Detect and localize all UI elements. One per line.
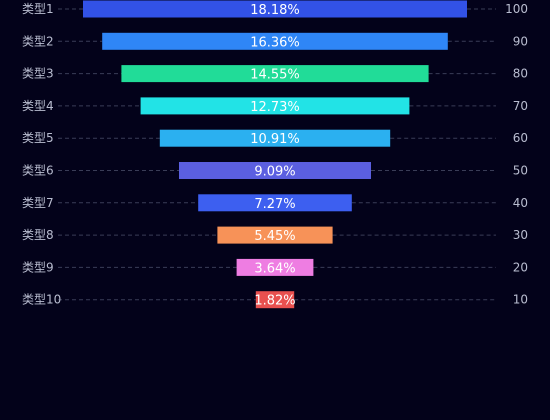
bar-percent-label: 9.09%: [254, 165, 295, 180]
value-label: 20: [513, 260, 528, 274]
funnel-bar: [83, 0, 467, 18]
bar-percent-label: 14.55%: [250, 68, 300, 83]
funnel-bar: [121, 65, 429, 83]
funnel-bar: [198, 194, 352, 212]
bar-percent-label: 3.64%: [254, 261, 295, 276]
funnel-bar: [179, 162, 371, 179]
funnel-bar: [140, 97, 410, 115]
bar-percent-label: 10.91%: [250, 132, 300, 147]
bar-percent-label: 1.82%: [254, 294, 295, 309]
category-label: 类型4: [22, 99, 54, 113]
value-label: 40: [513, 196, 528, 210]
funnel-bar: [236, 258, 314, 276]
value-label: 70: [513, 99, 528, 113]
category-label: 类型2: [22, 34, 54, 48]
category-label: 类型8: [22, 228, 54, 242]
category-label: 类型10: [22, 293, 61, 307]
funnel-bar: [255, 291, 295, 309]
value-label: 100: [505, 2, 528, 16]
funnel-bar: [102, 32, 448, 50]
bar-percent-label: 16.36%: [250, 35, 300, 50]
value-label: 60: [513, 131, 528, 145]
funnel-bar: [217, 226, 333, 244]
bar-percent-label: 18.18%: [250, 3, 300, 18]
category-label: 类型5: [22, 131, 54, 145]
bar-percent-label: 12.73%: [250, 100, 300, 115]
value-label: 90: [513, 34, 528, 48]
category-label: 类型9: [22, 260, 54, 274]
bar-percent-label: 5.45%: [254, 229, 295, 244]
funnel-bar: [159, 129, 391, 147]
category-label: 类型1: [22, 2, 54, 16]
category-label: 类型7: [22, 196, 54, 210]
category-label: 类型3: [22, 67, 54, 81]
value-label: 50: [513, 164, 528, 178]
value-label: 80: [513, 67, 528, 81]
category-label: 类型6: [22, 164, 54, 178]
bar-percent-label: 7.27%: [254, 197, 295, 212]
value-label: 10: [513, 293, 528, 307]
value-label: 30: [513, 228, 528, 242]
